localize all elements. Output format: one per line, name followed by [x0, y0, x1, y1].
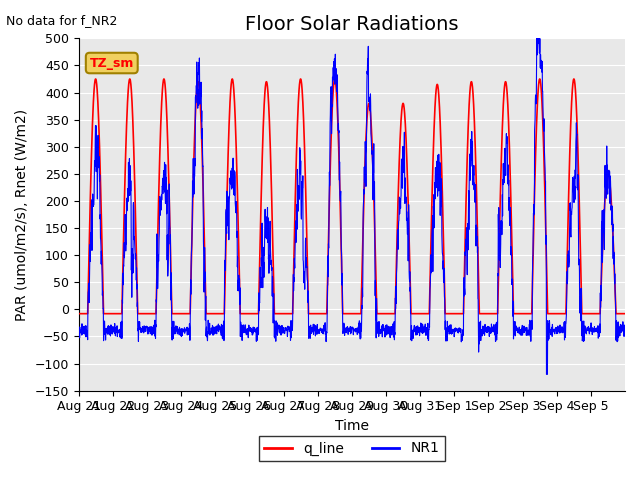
- NR1: [129, 203, 137, 208]
- Title: Floor Solar Radiations: Floor Solar Radiations: [245, 15, 459, 34]
- q_line: [92, 76, 99, 82]
- Text: TZ_sm: TZ_sm: [90, 57, 134, 70]
- NR1: [75, 332, 83, 338]
- NR1: [516, 327, 524, 333]
- q_line: [130, 136, 138, 142]
- q_line: [547, 311, 555, 316]
- Text: No data for f_NR2: No data for f_NR2: [6, 14, 118, 27]
- q_line: [621, 311, 629, 316]
- q_line: [385, 311, 392, 316]
- NR1: [548, 327, 556, 333]
- Line: q_line: q_line: [79, 79, 625, 313]
- q_line: [516, 311, 524, 316]
- NR1: [385, 327, 392, 333]
- X-axis label: Time: Time: [335, 419, 369, 433]
- NR1: [533, 36, 541, 41]
- q_line: [614, 311, 621, 316]
- NR1: [543, 372, 550, 377]
- NR1: [621, 327, 629, 333]
- NR1: [247, 328, 255, 334]
- Legend: q_line, NR1: q_line, NR1: [259, 436, 445, 461]
- NR1: [614, 338, 621, 344]
- Line: NR1: NR1: [79, 38, 625, 374]
- Y-axis label: PAR (umol/m2/s), Rnet (W/m2): PAR (umol/m2/s), Rnet (W/m2): [15, 108, 29, 321]
- q_line: [75, 311, 83, 316]
- q_line: [248, 311, 255, 316]
